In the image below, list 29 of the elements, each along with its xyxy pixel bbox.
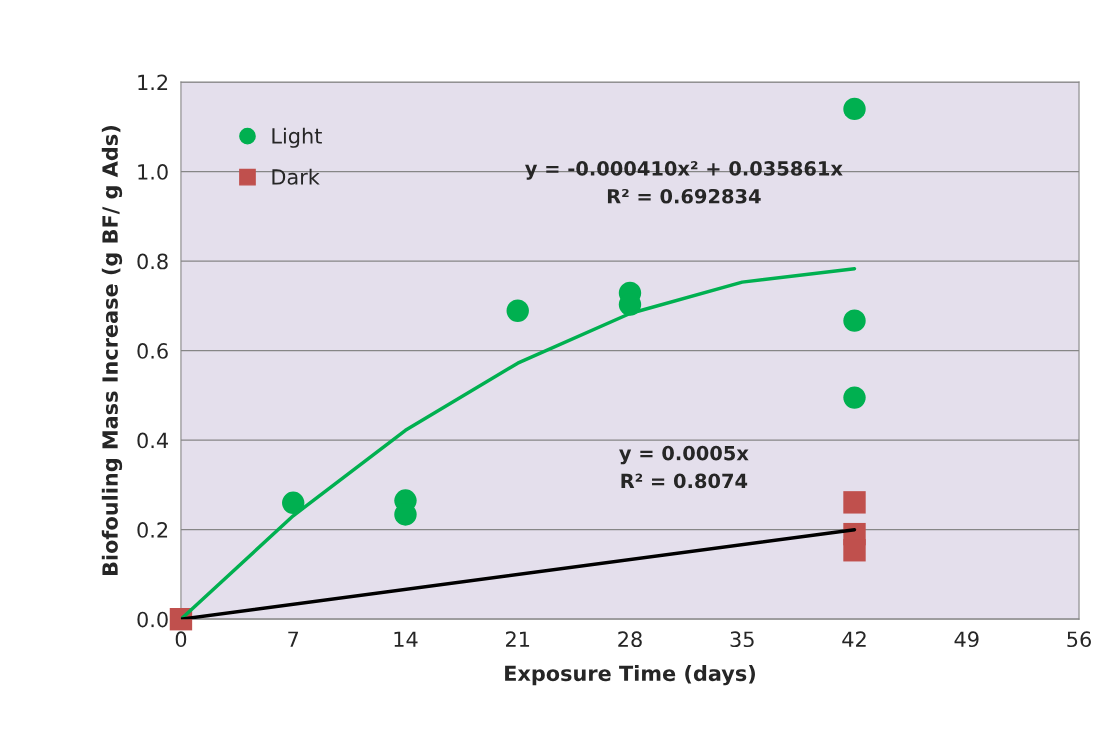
point <box>843 97 866 121</box>
legend-label: Dark <box>272 168 320 185</box>
x-tick-label: 49 <box>954 631 979 648</box>
annotation: y = -0.000410x² + 0.035861x R² = 0.692834 <box>525 161 843 204</box>
y-tick-label: 1.0 <box>138 164 168 180</box>
y-tick-label: 0.4 <box>137 432 168 449</box>
annotation: y = 0.0005x R² = 0.8074 <box>619 445 749 489</box>
x-axis-title: Exposure Time (days) <box>505 665 755 686</box>
x-tick-label: 0 <box>175 631 187 648</box>
point <box>843 386 866 409</box>
point <box>843 309 866 332</box>
point <box>843 491 866 514</box>
y-tick-label: 1.2 <box>138 74 168 90</box>
point <box>843 539 866 562</box>
x-tick-label: 35 <box>730 631 754 648</box>
point <box>506 299 529 322</box>
y-tick-label: 0.2 <box>137 522 168 538</box>
x-tick-label: 14 <box>394 631 418 647</box>
point <box>282 491 305 514</box>
x-tick-label: 28 <box>618 631 642 648</box>
y-tick-label: 0.0 <box>137 611 168 628</box>
x-tick-label: 56 <box>1067 631 1091 648</box>
legend-label: Light <box>272 127 322 148</box>
y-tick-label: 0.8 <box>137 253 168 270</box>
x-tick-label: 42 <box>842 631 866 647</box>
y-tick-label: 0.6 <box>137 343 168 359</box>
y-axis-title: Biofouling Mass Increase (g BF/ g Ads) <box>101 126 123 576</box>
x-tick-label: 21 <box>506 631 530 647</box>
x-tick-label: 7 <box>288 631 299 647</box>
